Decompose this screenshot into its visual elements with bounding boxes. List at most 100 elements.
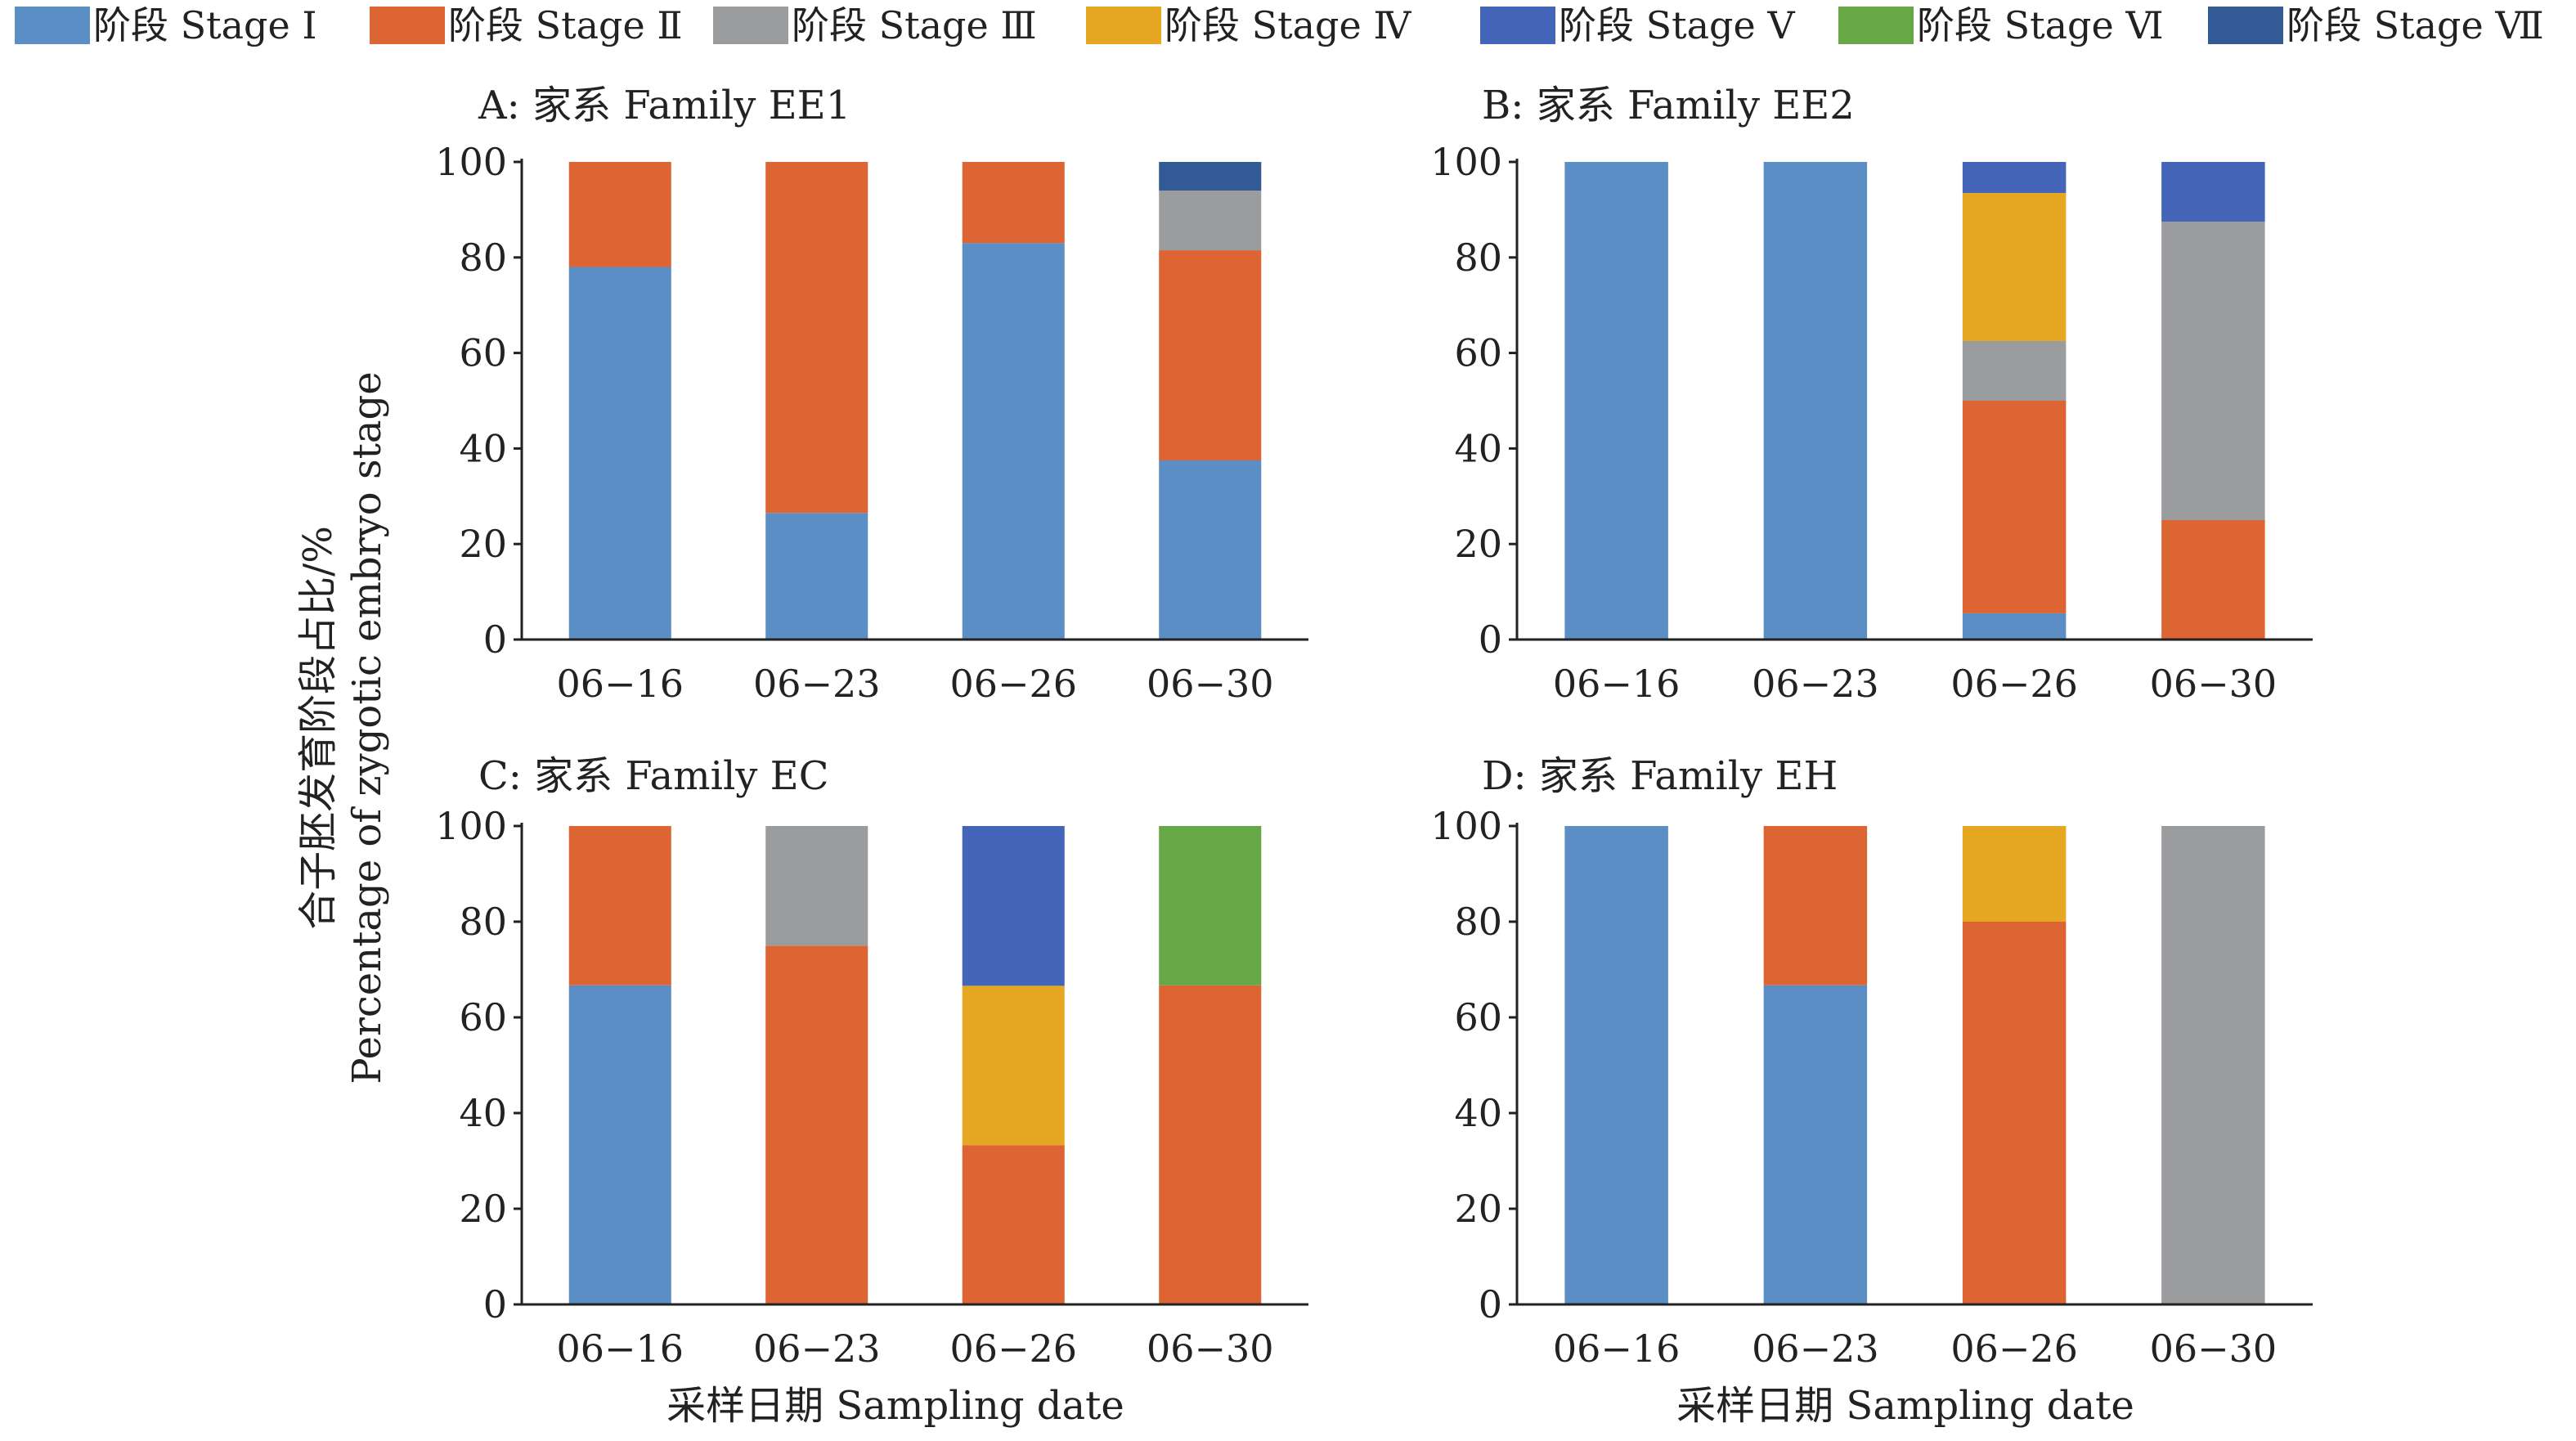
bar-segment-stage-3 bbox=[2161, 222, 2265, 520]
chart-panel: D: 家系 Family EH 0 20 40 60 80 100 06−16 06−23 06−… bbox=[1430, 753, 2313, 1371]
y-tick-label: 60 bbox=[459, 995, 507, 1039]
y-tick-label: 80 bbox=[1454, 900, 1502, 944]
y-tick-label: 0 bbox=[483, 1282, 507, 1327]
x-tick-label: 06−16 bbox=[1553, 1327, 1681, 1371]
bar-segment-stage-2 bbox=[962, 162, 1065, 244]
y-tick-label: 100 bbox=[1430, 804, 1502, 848]
bar-segment-stage-1 bbox=[1962, 613, 2067, 640]
bar-segment-stage-2 bbox=[1159, 250, 1262, 460]
bar-segment-stage-1 bbox=[568, 985, 671, 1304]
legend-swatch bbox=[1480, 7, 1555, 44]
y-tick-label: 20 bbox=[459, 522, 507, 566]
bar-segment-stage-1 bbox=[1564, 826, 1668, 1304]
y-tick-label: 100 bbox=[1430, 140, 1502, 184]
bar-segment-stage-1 bbox=[1763, 985, 1868, 1304]
y-axis-title-chinese: 合子胚发育阶段占比/% bbox=[295, 526, 341, 930]
y-tick-label: 40 bbox=[1454, 1091, 1502, 1135]
bar-segment-stage-1 bbox=[1159, 460, 1262, 640]
x-tick-label: 06−23 bbox=[1752, 1327, 1879, 1371]
legend-label: 阶段 Stage Ⅶ bbox=[2287, 3, 2544, 47]
bar-segment-stage-2 bbox=[568, 162, 671, 267]
x-tick-label: 06−23 bbox=[753, 1327, 881, 1371]
bar-segment-stage-2 bbox=[1159, 985, 1262, 1304]
legend-label: 阶段 Stage Ⅳ bbox=[1165, 3, 1411, 47]
bar-segment-stage-1 bbox=[962, 243, 1065, 640]
x-tick-label: 06−30 bbox=[2150, 1327, 2278, 1371]
bar-segment-stage-3 bbox=[1159, 191, 1262, 251]
y-tick-label: 40 bbox=[459, 426, 507, 470]
x-tick-label: 06−26 bbox=[949, 662, 1077, 706]
y-tick-label: 0 bbox=[1479, 1282, 1502, 1327]
legend-swatch bbox=[1838, 7, 1914, 44]
x-axis-title-left: 采样日期 Sampling date bbox=[666, 1383, 1124, 1429]
bar-segment-stage-2 bbox=[962, 1145, 1065, 1304]
y-tick-label: 80 bbox=[459, 900, 507, 944]
y-tick-label: 60 bbox=[1454, 995, 1502, 1039]
panel-title: D: 家系 Family EH bbox=[1482, 753, 1838, 799]
y-tick-label: 80 bbox=[1454, 236, 1502, 280]
x-tick-label: 06−23 bbox=[1752, 662, 1879, 706]
x-tick-label: 06−30 bbox=[1147, 662, 1274, 706]
bar-segment-stage-2 bbox=[1763, 826, 1868, 985]
bar-segment-stage-5 bbox=[962, 826, 1065, 986]
y-axis-title-english: Percentage of zygotic embryo stage bbox=[344, 371, 390, 1084]
legend: 阶段 Stage Ⅰ 阶段 Stage Ⅱ 阶段 Stage Ⅲ 阶段 Stage Ⅳ… bbox=[15, 3, 2544, 47]
y-tick-label: 60 bbox=[1454, 331, 1502, 375]
x-tick-label: 06−16 bbox=[1553, 662, 1681, 706]
chart-panel: C: 家系 Family EC 0 20 40 60 80 100 06−16 06−23 06−… bbox=[435, 753, 1308, 1371]
bar-segment-stage-7 bbox=[1159, 162, 1262, 191]
y-tick-label: 20 bbox=[459, 1187, 507, 1231]
bar-segment-stage-6 bbox=[1159, 826, 1262, 985]
y-tick-label: 0 bbox=[1479, 617, 1502, 662]
bar-segment-stage-3 bbox=[1962, 341, 2067, 401]
bar-segment-stage-2 bbox=[765, 945, 868, 1304]
bar-segment-stage-2 bbox=[568, 826, 671, 985]
bar-segment-stage-1 bbox=[568, 267, 671, 640]
bar-segment-stage-3 bbox=[2161, 826, 2265, 1304]
y-tick-label: 40 bbox=[459, 1091, 507, 1135]
panel-title: C: 家系 Family EC bbox=[478, 753, 828, 799]
y-tick-label: 20 bbox=[1454, 1187, 1502, 1231]
legend-label: 阶段 Stage Ⅴ bbox=[1559, 3, 1795, 47]
bar-segment-stage-1 bbox=[1564, 162, 1668, 640]
y-tick-label: 100 bbox=[435, 140, 507, 184]
x-tick-label: 06−26 bbox=[1950, 1327, 2078, 1371]
x-tick-label: 06−30 bbox=[2150, 662, 2278, 706]
y-tick-label: 100 bbox=[435, 804, 507, 848]
legend-label: 阶段 Stage Ⅲ bbox=[792, 3, 1037, 47]
legend-label: 阶段 Stage Ⅰ bbox=[93, 3, 317, 47]
legend-swatch bbox=[713, 7, 788, 44]
bar-segment-stage-4 bbox=[962, 985, 1065, 1146]
x-tick-label: 06−26 bbox=[949, 1327, 1077, 1371]
y-tick-label: 20 bbox=[1454, 522, 1502, 566]
x-tick-label: 06−16 bbox=[556, 1327, 684, 1371]
legend-label: 阶段 Stage Ⅵ bbox=[1917, 3, 2164, 47]
legend-swatch bbox=[1086, 7, 1161, 44]
x-tick-label: 06−16 bbox=[556, 662, 684, 706]
bar-segment-stage-3 bbox=[765, 826, 868, 946]
x-tick-label: 06−30 bbox=[1147, 1327, 1274, 1371]
x-tick-label: 06−26 bbox=[1950, 662, 2078, 706]
bar-segment-stage-1 bbox=[1763, 162, 1868, 640]
x-tick-label: 06−23 bbox=[753, 662, 881, 706]
panel-title: A: 家系 Family EE1 bbox=[478, 83, 850, 128]
bar-segment-stage-2 bbox=[2161, 520, 2265, 640]
chart-panel: A: 家系 Family EE1 0 20 40 60 80 100 06−16 06−23 06… bbox=[435, 83, 1308, 706]
legend-swatch bbox=[15, 7, 90, 44]
bar-segment-stage-5 bbox=[2161, 162, 2265, 222]
legend-swatch bbox=[370, 7, 445, 44]
bar-segment-stage-2 bbox=[765, 162, 868, 514]
y-tick-label: 0 bbox=[483, 617, 507, 662]
x-axis-title-right: 采样日期 Sampling date bbox=[1676, 1383, 2134, 1429]
chart-panel: B: 家系 Family EE2 0 20 40 60 80 100 06−16 06−23 06… bbox=[1430, 83, 2313, 706]
bar-segment-stage-4 bbox=[1962, 192, 2067, 341]
bar-segment-stage-1 bbox=[765, 513, 868, 640]
y-tick-label: 80 bbox=[459, 236, 507, 280]
bar-segment-stage-4 bbox=[1962, 826, 2067, 922]
bar-segment-stage-5 bbox=[1962, 162, 2067, 193]
y-tick-label: 40 bbox=[1454, 426, 1502, 470]
panel-title: B: 家系 Family EE2 bbox=[1482, 83, 1855, 128]
bar-segment-stage-2 bbox=[1962, 401, 2067, 613]
